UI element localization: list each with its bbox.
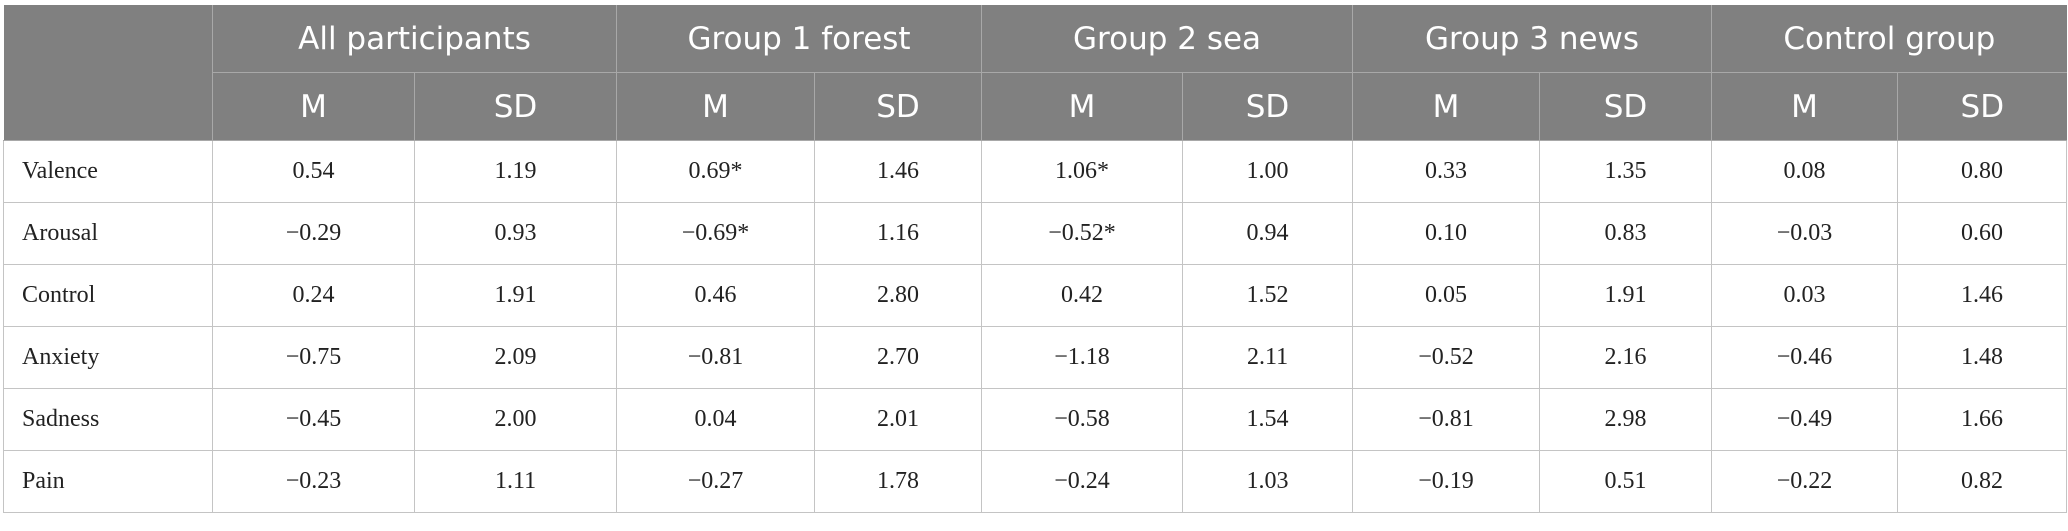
data-cell: 2.09 xyxy=(413,326,618,389)
data-cell: 0.33 xyxy=(1352,140,1541,203)
group-header: Group 1 forest xyxy=(616,5,982,73)
data-cell: 1.46 xyxy=(814,140,983,203)
data-cell: 0.10 xyxy=(1352,202,1541,265)
data-cell: 0.03 xyxy=(1711,264,1899,327)
data-cell: 1.06* xyxy=(981,140,1184,203)
data-cell: 0.60 xyxy=(1897,202,2068,265)
data-cell: 2.98 xyxy=(1539,388,1713,451)
data-cell: −0.03 xyxy=(1711,202,1899,265)
group-header: Control group xyxy=(1711,5,2067,73)
data-cell: 0.42 xyxy=(981,264,1184,327)
data-cell: 1.35 xyxy=(1539,140,1713,203)
data-cell: 1.78 xyxy=(814,450,983,513)
row-label: Sadness xyxy=(3,388,213,451)
data-cell: −0.46 xyxy=(1711,326,1899,389)
data-cell: 2.00 xyxy=(413,388,618,451)
header-row: All participants Group 1 forest Group 2 se… xyxy=(3,5,2067,141)
data-cell: 0.94 xyxy=(1182,202,1354,265)
row-label: Valence xyxy=(3,140,213,203)
data-cell: 1.03 xyxy=(1182,450,1354,513)
stat-header: SD xyxy=(1539,72,1712,141)
data-cell: −0.69* xyxy=(616,202,816,265)
data-cell: −0.81 xyxy=(1352,388,1541,451)
stat-header: M xyxy=(1352,72,1540,141)
data-cell: 1.91 xyxy=(1539,264,1713,327)
data-cell: 1.91 xyxy=(413,264,618,327)
data-cell: 2.11 xyxy=(1182,326,1354,389)
data-cell: −1.18 xyxy=(981,326,1184,389)
data-cell: −0.45 xyxy=(212,388,415,451)
row-label: Control xyxy=(3,264,213,327)
data-cell: 0.93 xyxy=(413,202,618,265)
data-cell: −0.29 xyxy=(212,202,415,265)
data-cell: −0.81 xyxy=(616,326,816,389)
data-cell: 0.04 xyxy=(616,388,816,451)
data-cell: −0.75 xyxy=(212,326,415,389)
data-cell: 0.51 xyxy=(1539,450,1713,513)
data-row: Sadness −0.45 2.00 0.04 2.01 −0.58 1.54 −0.81 2.… xyxy=(3,388,2068,451)
data-cell: −0.22 xyxy=(1711,450,1899,513)
stat-header: M xyxy=(1711,72,1898,141)
row-label: Arousal xyxy=(3,202,213,265)
data-row: Control 0.24 1.91 0.46 2.80 0.42 1.52 0.05 1.91 0… xyxy=(3,264,2068,327)
data-row: Valence 0.54 1.19 0.69* 1.46 1.06* 1.00 0.33 1.3… xyxy=(3,140,2068,203)
data-cell: 0.80 xyxy=(1897,140,2068,203)
data-cell: 0.83 xyxy=(1539,202,1713,265)
data-cell: 1.16 xyxy=(814,202,983,265)
data-cell: −0.49 xyxy=(1711,388,1899,451)
data-row: Pain −0.23 1.11 −0.27 1.78 −0.24 1.03 −0.19 0.51… xyxy=(3,450,2068,513)
data-cell: 1.00 xyxy=(1182,140,1354,203)
data-cell: −0.52* xyxy=(981,202,1184,265)
data-cell: 2.16 xyxy=(1539,326,1713,389)
stat-header: SD xyxy=(413,72,617,141)
data-cell: 1.52 xyxy=(1182,264,1354,327)
data-cell: −0.19 xyxy=(1352,450,1541,513)
data-cell: 1.48 xyxy=(1897,326,2068,389)
data-cell: 0.08 xyxy=(1711,140,1899,203)
data-cell: 2.70 xyxy=(814,326,983,389)
data-cell: 0.24 xyxy=(212,264,415,327)
data-cell: 0.69* xyxy=(616,140,816,203)
corner-cell xyxy=(3,5,213,141)
data-cell: −0.24 xyxy=(981,450,1184,513)
stat-header: SD xyxy=(1182,72,1353,141)
data-cell: 0.54 xyxy=(212,140,415,203)
data-cell: 1.66 xyxy=(1897,388,2068,451)
data-cell: 2.01 xyxy=(814,388,983,451)
group-header: Group 2 sea xyxy=(981,5,1353,73)
data-cell: −0.27 xyxy=(616,450,816,513)
stat-header: M xyxy=(616,72,815,141)
stat-header: M xyxy=(981,72,1183,141)
data-cell: 0.46 xyxy=(616,264,816,327)
data-cell: 0.05 xyxy=(1352,264,1541,327)
data-cell: 2.80 xyxy=(814,264,983,327)
stat-header: M xyxy=(212,72,415,141)
data-row: Anxiety −0.75 2.09 −0.81 2.70 −1.18 2.11 −0.52 2… xyxy=(3,326,2068,389)
data-cell: −0.58 xyxy=(981,388,1184,451)
data-cell: −0.23 xyxy=(212,450,415,513)
data-cell: 1.19 xyxy=(413,140,618,203)
group-header: Group 3 news xyxy=(1352,5,1712,73)
row-label: Pain xyxy=(3,450,213,513)
group-header: All participants xyxy=(211,5,617,73)
row-label: Anxiety xyxy=(3,326,213,389)
data-cell: 1.54 xyxy=(1182,388,1354,451)
stat-header: SD xyxy=(814,72,982,141)
data-cell: 1.11 xyxy=(413,450,618,513)
subheader-row: M SD M SD M SD M SD M SD xyxy=(4,72,2067,141)
data-row: Arousal −0.29 0.93 −0.69* 1.16 −0.52* 0.94 0.10… xyxy=(3,202,2068,265)
data-cell: 0.82 xyxy=(1897,450,2068,513)
data-cell: −0.52 xyxy=(1352,326,1541,389)
data-cell: 1.46 xyxy=(1897,264,2068,327)
results-table: All participants Group 1 forest Group 2 se… xyxy=(3,5,2068,513)
table-container: All participants Group 1 forest Group 2 se… xyxy=(3,5,2068,513)
stat-header: SD xyxy=(1897,72,2067,141)
